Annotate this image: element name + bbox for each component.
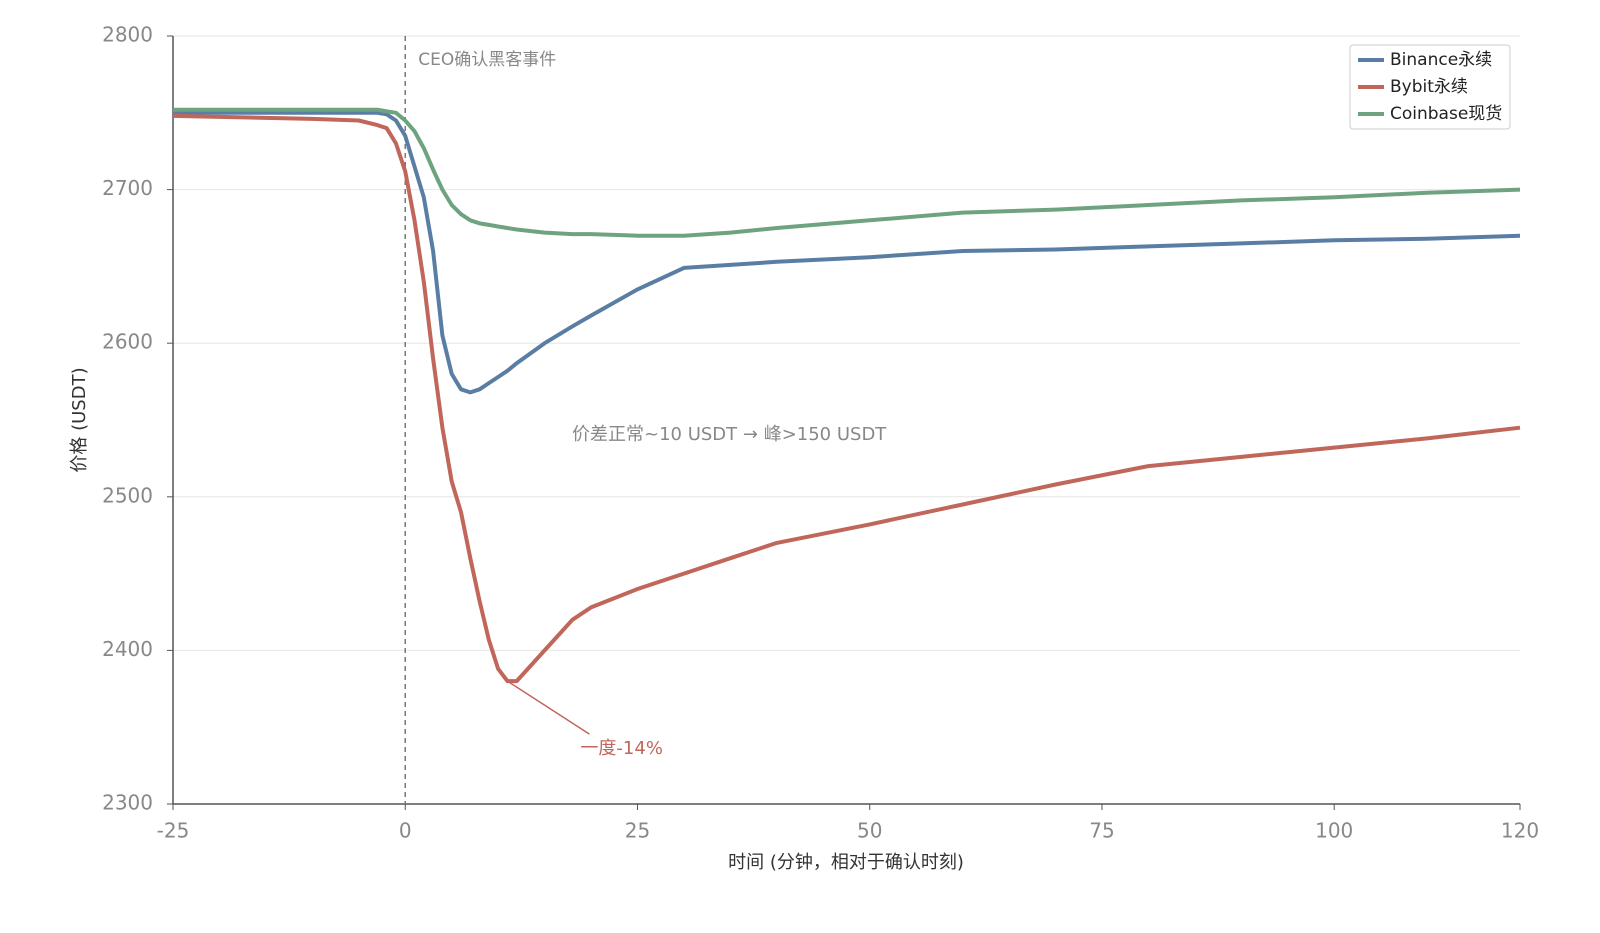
legend: Binance永续 Bybit永续 Coinbase现货 — [1349, 44, 1511, 130]
legend-label: Bybit永续 — [1390, 77, 1468, 97]
x-tick-label: -25 — [157, 819, 190, 843]
y-tick-label: 2500 — [102, 483, 153, 507]
y-tick-label: 2800 — [102, 23, 153, 47]
x-tick-label: 50 — [857, 819, 882, 843]
x-tick-label: 25 — [625, 819, 650, 843]
y-tick-label: 2600 — [102, 330, 153, 354]
x-tick-label: 120 — [1501, 819, 1539, 843]
y-tick-label: 2700 — [102, 176, 153, 200]
line — [173, 110, 1521, 395]
x-tick-label: 75 — [1089, 819, 1114, 843]
y-tick-label: 2400 — [102, 637, 153, 661]
legend-box — [1349, 44, 1511, 130]
legend-label: Binance永续 — [1390, 50, 1492, 70]
annotation-label: 一度-14% — [580, 738, 663, 759]
x-tick-label: 0 — [399, 819, 412, 843]
y-axis-label: 价格 (USDT) — [69, 367, 90, 472]
x-tick-label: 100 — [1315, 819, 1353, 843]
annotation-arrow — [507, 680, 590, 735]
legend-label: Coinbase现货 — [1390, 104, 1502, 124]
event-label: CEO确认黑客事件 — [418, 50, 556, 70]
note: 价差正常~10 USDT → 峰>150 USDT — [572, 424, 887, 445]
line — [172, 113, 1521, 684]
line — [173, 107, 1521, 238]
x-axis-label: 时间 (分钟，相对于确认时刻) — [728, 852, 964, 873]
y-tick-label: 2300 — [102, 791, 153, 815]
